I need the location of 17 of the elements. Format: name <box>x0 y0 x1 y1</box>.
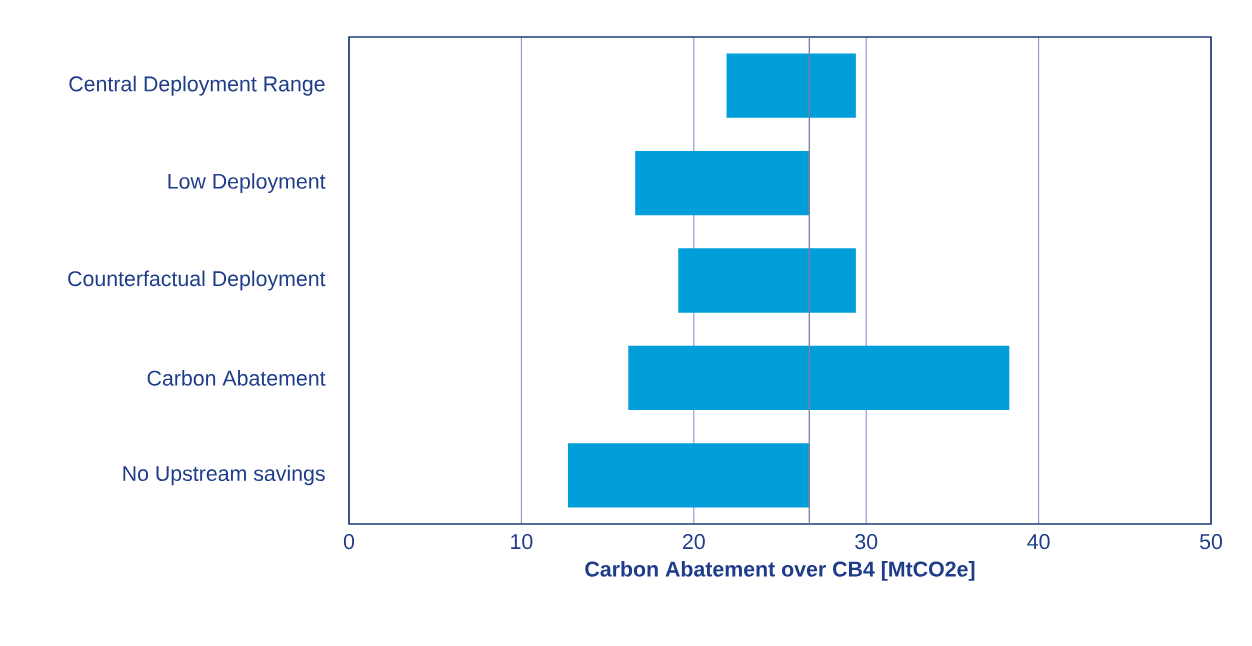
y-tick-label: Counterfactual Deployment <box>68 270 326 291</box>
x-tick-label: 10 <box>511 534 533 550</box>
bar <box>628 345 1010 411</box>
x-tick-label: 20 <box>683 534 705 550</box>
bar <box>678 248 856 313</box>
x-tick-label: 40 <box>1027 534 1050 550</box>
y-tick-label: Central Deployment Range <box>69 75 325 96</box>
y-tick-label: Low Deployment <box>168 173 326 194</box>
x-axis-title: Carbon Abatement over CB4 [MtCO2e] <box>585 560 975 581</box>
y-tick-label: Carbon Abatement <box>147 370 326 386</box>
x-tick-label: 30 <box>855 534 878 550</box>
x-tick-label: 0 <box>343 534 355 550</box>
bar <box>726 53 856 118</box>
x-tick-label: 50 <box>1200 534 1223 550</box>
bar <box>567 443 810 508</box>
bar <box>635 150 810 216</box>
y-tick-label: No Upstream savings <box>123 465 325 486</box>
